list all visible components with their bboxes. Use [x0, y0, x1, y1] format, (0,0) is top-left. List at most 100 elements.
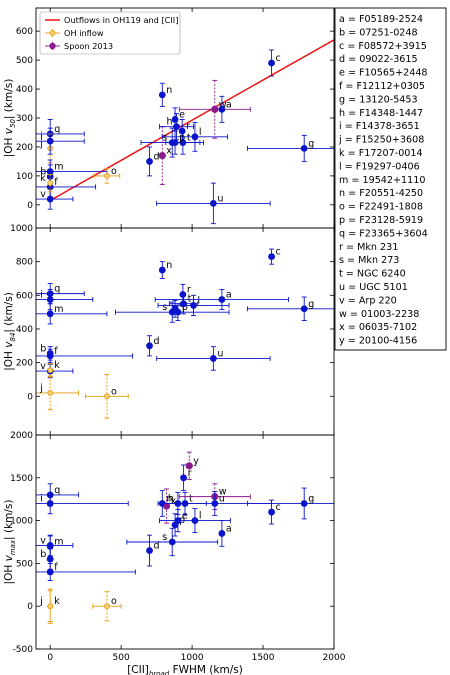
- object-key-panel: a = F05189-2524 b = 07251-0248 c = F08572+…: [334, 7, 447, 351]
- data-marker: [46, 555, 54, 563]
- data-label: j: [39, 596, 43, 607]
- data-point-a: a: [154, 288, 290, 311]
- y-tick-label: 800: [16, 258, 33, 268]
- data-label: u: [219, 493, 225, 504]
- data-marker: [218, 296, 226, 303]
- panel-3: -500 0 500 1000 1500 2000 0 500 1000 1500 2000 |OH …: [3, 431, 346, 675]
- data-marker: [146, 342, 153, 350]
- y-tick-label: 600: [16, 291, 33, 301]
- key-entry-w: w = 01003-2238: [339, 309, 419, 320]
- data-label: o: [111, 386, 117, 397]
- data-point-x: x: [162, 488, 177, 524]
- data-label: k: [54, 360, 60, 371]
- data-label: s: [162, 532, 167, 543]
- key-entry-p: p = F23128-5919: [339, 215, 423, 226]
- key-entry-y: y = 20100-4156: [339, 336, 417, 347]
- data-label: f: [54, 177, 58, 188]
- y-tick-label: 400: [16, 325, 33, 335]
- data-label: q: [54, 485, 60, 496]
- data-label: r: [187, 284, 191, 295]
- data-point-o: o: [85, 373, 129, 419]
- y-tick-label: 500: [16, 56, 33, 66]
- panel-frame: [35, 227, 335, 436]
- data-label: g: [308, 299, 314, 310]
- data-label: f: [54, 346, 58, 357]
- x-tick-label: 1500: [252, 653, 275, 663]
- data-point-o: o: [92, 591, 122, 622]
- data-point-i: i: [36, 288, 94, 311]
- data-marker: [191, 133, 199, 141]
- data-label: l: [198, 295, 201, 306]
- key-entry-t: t = NGC 6240: [339, 269, 406, 280]
- data-marker: [162, 502, 171, 510]
- key-entry-s: s = Mkn 273: [339, 255, 399, 266]
- data-label: k: [40, 173, 46, 184]
- panel-2: 0 200 400 600 800 1000 |OH v84| (km/s) qim b fv k j…: [3, 224, 335, 436]
- data-label: s: [162, 302, 167, 313]
- data-marker: [268, 59, 275, 67]
- key-entry-j: j = F15250+3608: [338, 135, 424, 146]
- data-label: g: [308, 138, 314, 149]
- key-entry-o: o = F22491-1808: [339, 202, 423, 213]
- data-label: k: [54, 596, 60, 607]
- data-label: e: [182, 511, 188, 522]
- data-label: j: [39, 383, 43, 394]
- data-marker: [46, 137, 54, 145]
- data-marker: [180, 474, 187, 482]
- data-label: x: [171, 496, 177, 507]
- data-marker: [300, 305, 308, 313]
- data-marker: [158, 91, 166, 99]
- data-marker: [46, 568, 54, 576]
- key-entry-d: d = 09022-3615: [339, 54, 418, 65]
- data-point-o: o: [93, 166, 121, 184]
- data-point-c: c: [268, 499, 281, 525]
- y-tick-label: 1000: [10, 517, 33, 527]
- data-label: a: [226, 523, 232, 534]
- data-label: y: [193, 456, 199, 467]
- data-marker: [179, 139, 187, 147]
- data-marker: [158, 152, 166, 160]
- data-label: v: [40, 189, 46, 200]
- data-label: g: [308, 493, 314, 504]
- data-marker: [46, 352, 54, 360]
- data-label: m: [54, 304, 63, 315]
- data-point-g: g: [246, 134, 334, 162]
- data-marker: [300, 500, 308, 507]
- y-tick-label: 0: [27, 602, 33, 612]
- legend-label-inflow: OH inflow: [64, 28, 104, 38]
- data-marker: [146, 158, 153, 165]
- data-label: d: [154, 151, 160, 162]
- x-tick-label: 0: [47, 653, 53, 663]
- data-label: c: [276, 247, 281, 258]
- data-point-j: j: [36, 375, 80, 411]
- data-marker: [47, 390, 54, 396]
- data-label: b: [40, 549, 46, 560]
- key-entry-u: u = UGC 5101: [339, 282, 408, 293]
- data-label: f: [54, 562, 58, 573]
- data-point-g: g: [246, 487, 334, 520]
- data-label: v: [40, 535, 46, 546]
- key-entry-x: x = 06035-7102: [339, 322, 417, 333]
- data-marker: [171, 305, 179, 313]
- key-entry-h: h = F14348-1447: [339, 108, 423, 119]
- data-label: d: [154, 336, 160, 347]
- data-marker: [173, 123, 180, 131]
- data-marker: [185, 462, 193, 470]
- legend-label-outflows: Outflows in OH119 and [CII]: [64, 15, 178, 25]
- y-tick-label: 200: [16, 143, 33, 153]
- fit-line: [49, 39, 334, 202]
- data-marker: [300, 144, 308, 152]
- data-label: w: [219, 99, 227, 110]
- key-entry-n: n = F20551-4250: [339, 188, 423, 199]
- data-point-i: i: [36, 127, 85, 155]
- y-tick-label: 1000: [10, 224, 33, 234]
- x-tick-label: 500: [113, 653, 130, 663]
- x-tick-label: 2000: [323, 653, 346, 663]
- data-marker: [218, 530, 226, 537]
- panel-frame: [35, 434, 335, 650]
- data-label: n: [166, 493, 172, 504]
- data-label: b: [40, 166, 46, 177]
- data-label: p: [182, 302, 188, 313]
